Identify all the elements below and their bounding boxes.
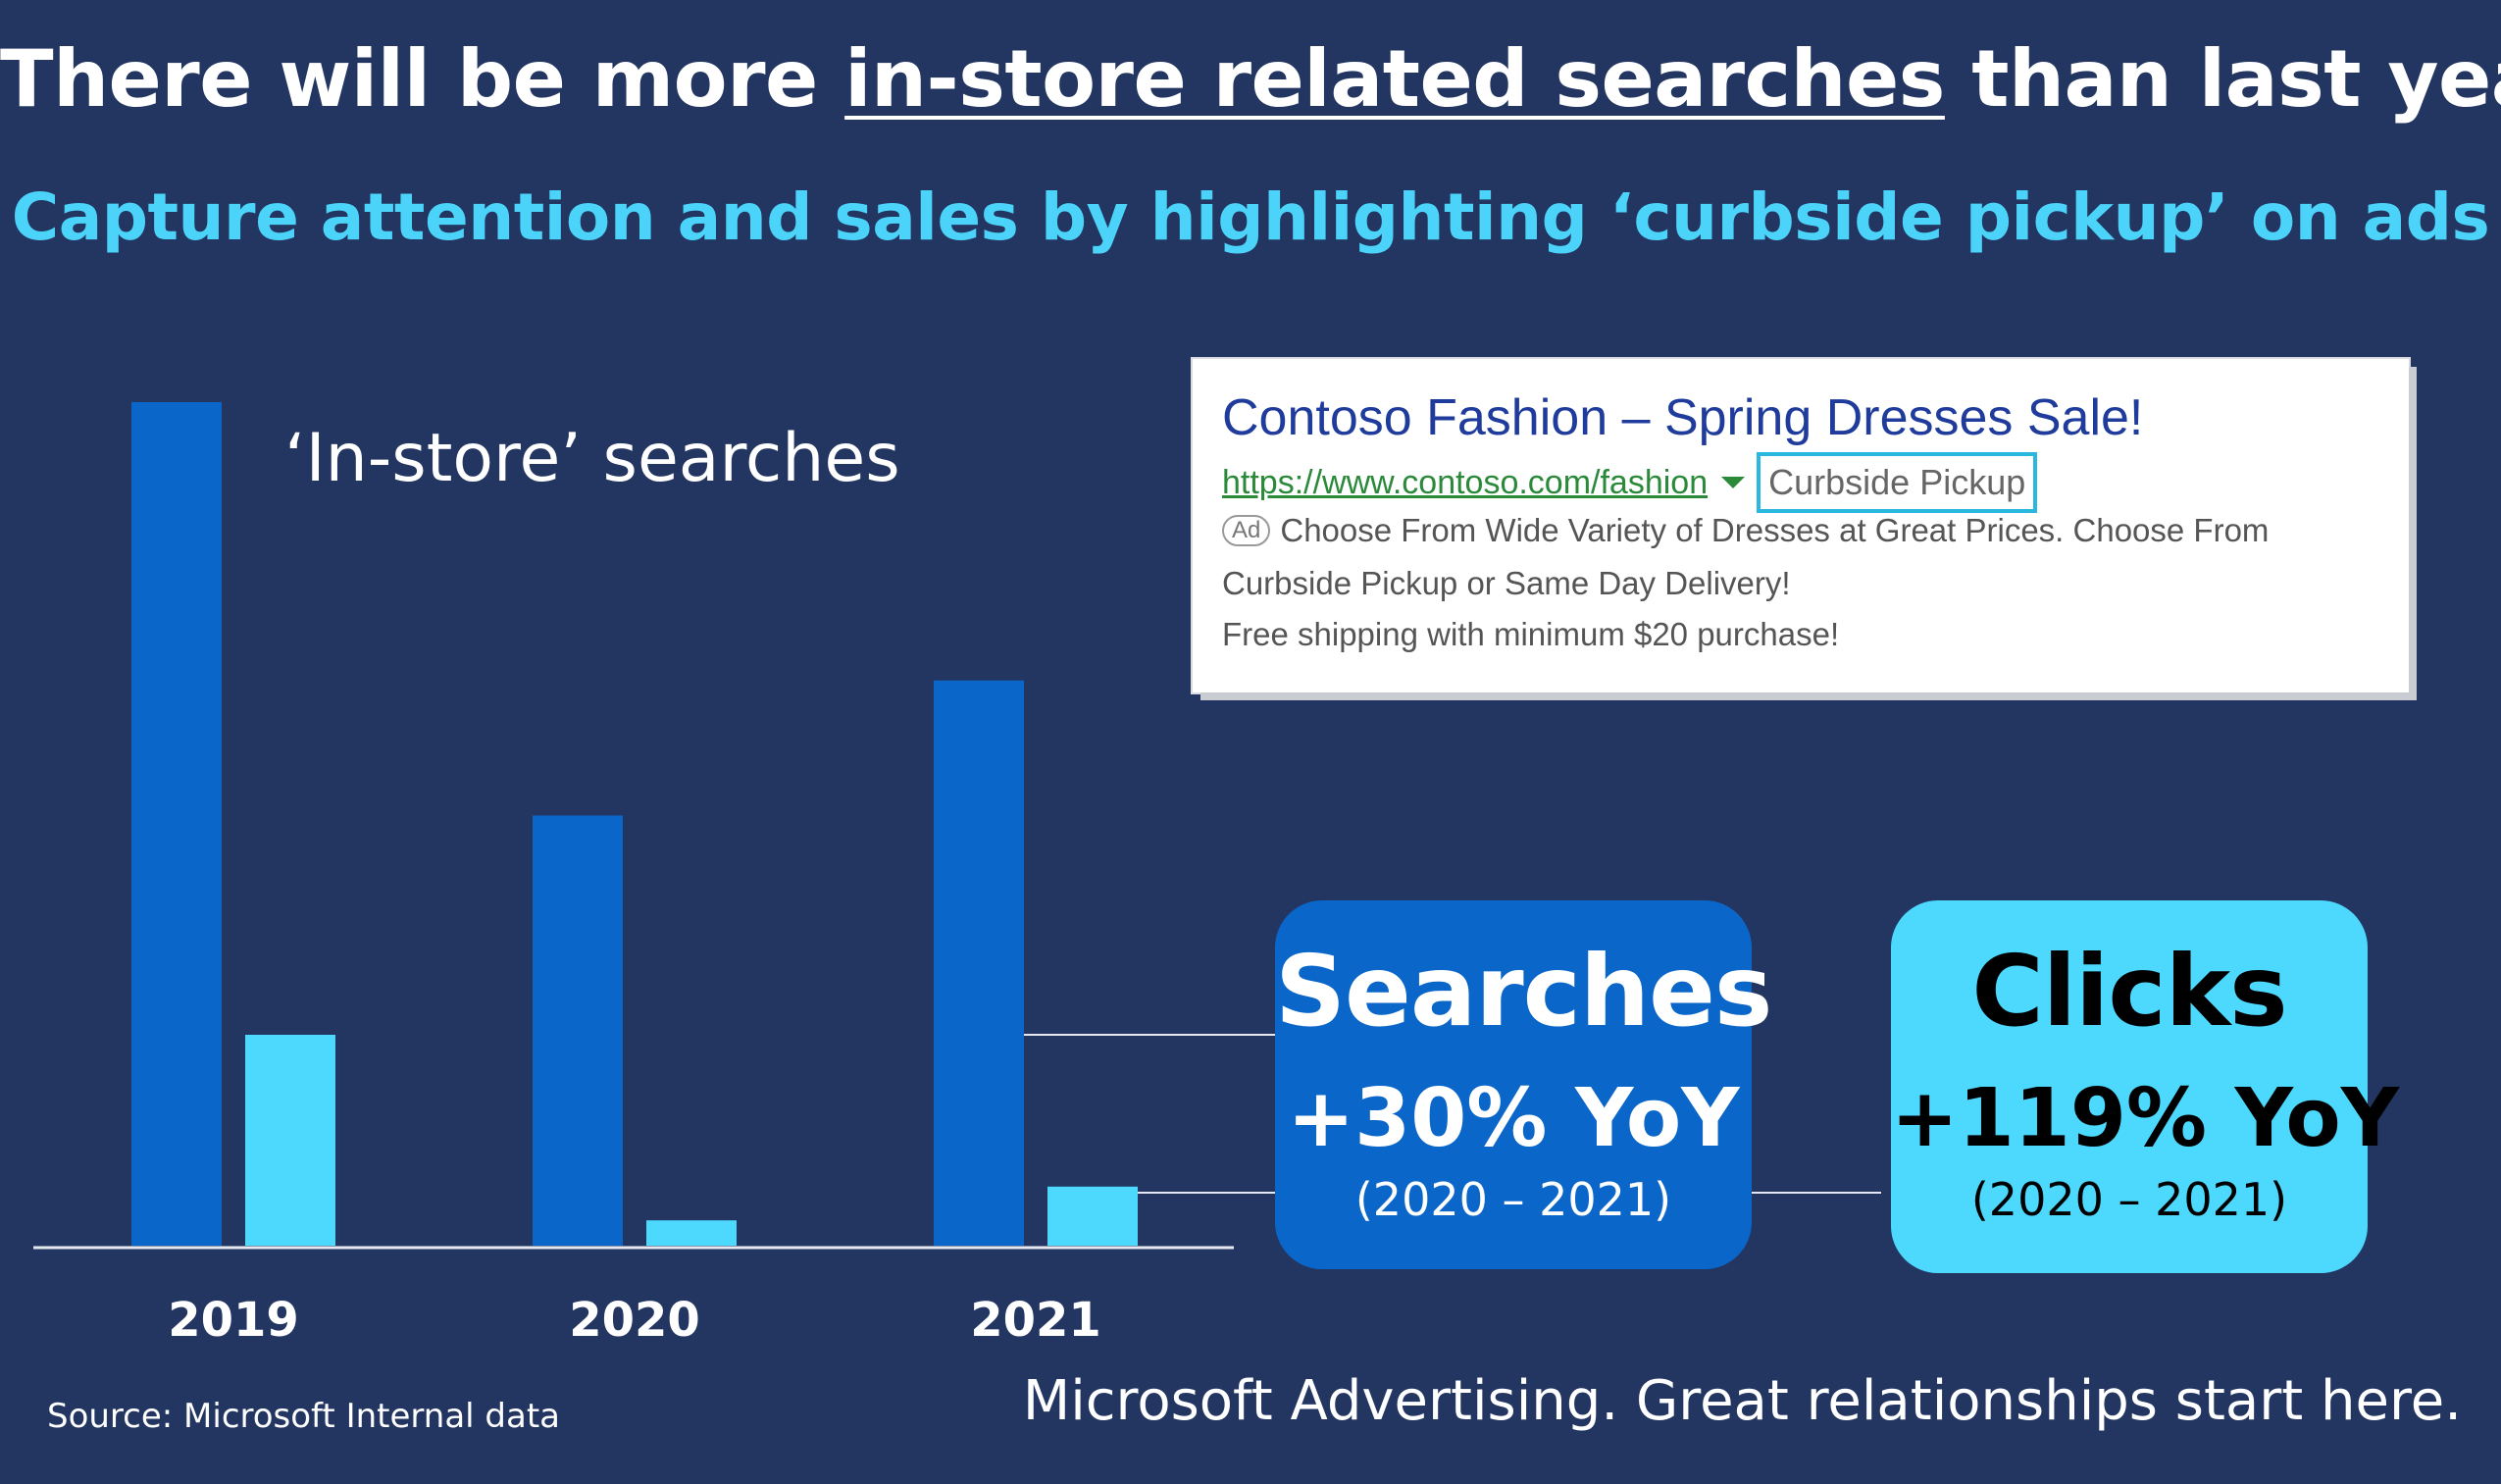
chart-label: ‘In-store’ searches — [284, 420, 900, 497]
clicks-range: (2020 – 2021) — [1970, 1173, 2288, 1226]
searches-value: +30% YoY — [1287, 1072, 1740, 1165]
ad-description-line-2: Curbside Pickup or Same Day Delivery! — [1222, 565, 1791, 601]
chart-bars — [131, 402, 1138, 1246]
bar-2021-series-1 — [934, 680, 1024, 1246]
connector-line-between-boxes — [1752, 1192, 1881, 1194]
searches-stat-box: Searches +30% YoY (2020 – 2021) — [1275, 900, 1772, 1269]
bar-2021-series-2 — [1047, 1186, 1138, 1246]
bar-2020-series-1 — [533, 815, 623, 1246]
ad-description-line-1: Ad Choose From Wide Variety of Dresses at… — [1222, 512, 2269, 549]
page-subtitle: Capture attention and sales by highlight… — [11, 179, 2490, 255]
ad-preview-card: Contoso Fashion – Spring Dresses Sale! h… — [1193, 359, 2409, 692]
clicks-stat-box: Clicks +119% YoY (2020 – 2021) — [1891, 900, 2400, 1273]
caret-down-icon — [1721, 477, 1746, 488]
searches-range: (2020 – 2021) — [1354, 1173, 1672, 1226]
title-part-2: than last year — [1971, 33, 2501, 125]
x-tick-label-2019: 2019 — [168, 1293, 299, 1348]
footer-tagline: Microsoft Advertising. Great relationshi… — [1022, 1369, 2462, 1433]
searches-heading: Searches — [1275, 934, 1772, 1049]
page-title: There will be more in-store related sear… — [0, 33, 2501, 125]
title-underlined: in-store related searches — [844, 33, 1945, 125]
bar-2019-series-2 — [245, 1035, 335, 1246]
ad-curbside-pickup-highlight: Curbside Pickup — [1757, 452, 2038, 513]
source-note: Source: Microsoft Internal data — [47, 1397, 560, 1436]
ad-title[interactable]: Contoso Fashion – Spring Dresses Sale! — [1222, 389, 2144, 446]
x-tick-label-2021: 2021 — [970, 1293, 1101, 1348]
clicks-value: +119% YoY — [1891, 1072, 2400, 1165]
bar-2020-series-2 — [646, 1220, 737, 1246]
title-part-1: There will be more — [0, 33, 845, 125]
x-axis-labels: 2019 2020 2021 — [168, 1293, 1101, 1348]
ad-line-1-text: Choose From Wide Variety of Dresses at G… — [1280, 512, 2270, 548]
ad-description-line-3: Free shipping with minimum $20 purchase! — [1222, 616, 1840, 652]
ad-badge: Ad — [1222, 515, 1271, 546]
bar-2019-series-1 — [131, 402, 222, 1246]
ad-url[interactable]: https://www.contoso.com/fashion — [1222, 463, 1709, 501]
ad-url-row: https://www.contoso.com/fashion Curbside… — [1222, 452, 2038, 513]
clicks-heading: Clicks — [1971, 934, 2287, 1049]
connector-line-clicks-bar — [1138, 1192, 1275, 1194]
connector-line-searches — [1024, 1034, 1275, 1036]
x-tick-label-2020: 2020 — [569, 1293, 700, 1348]
